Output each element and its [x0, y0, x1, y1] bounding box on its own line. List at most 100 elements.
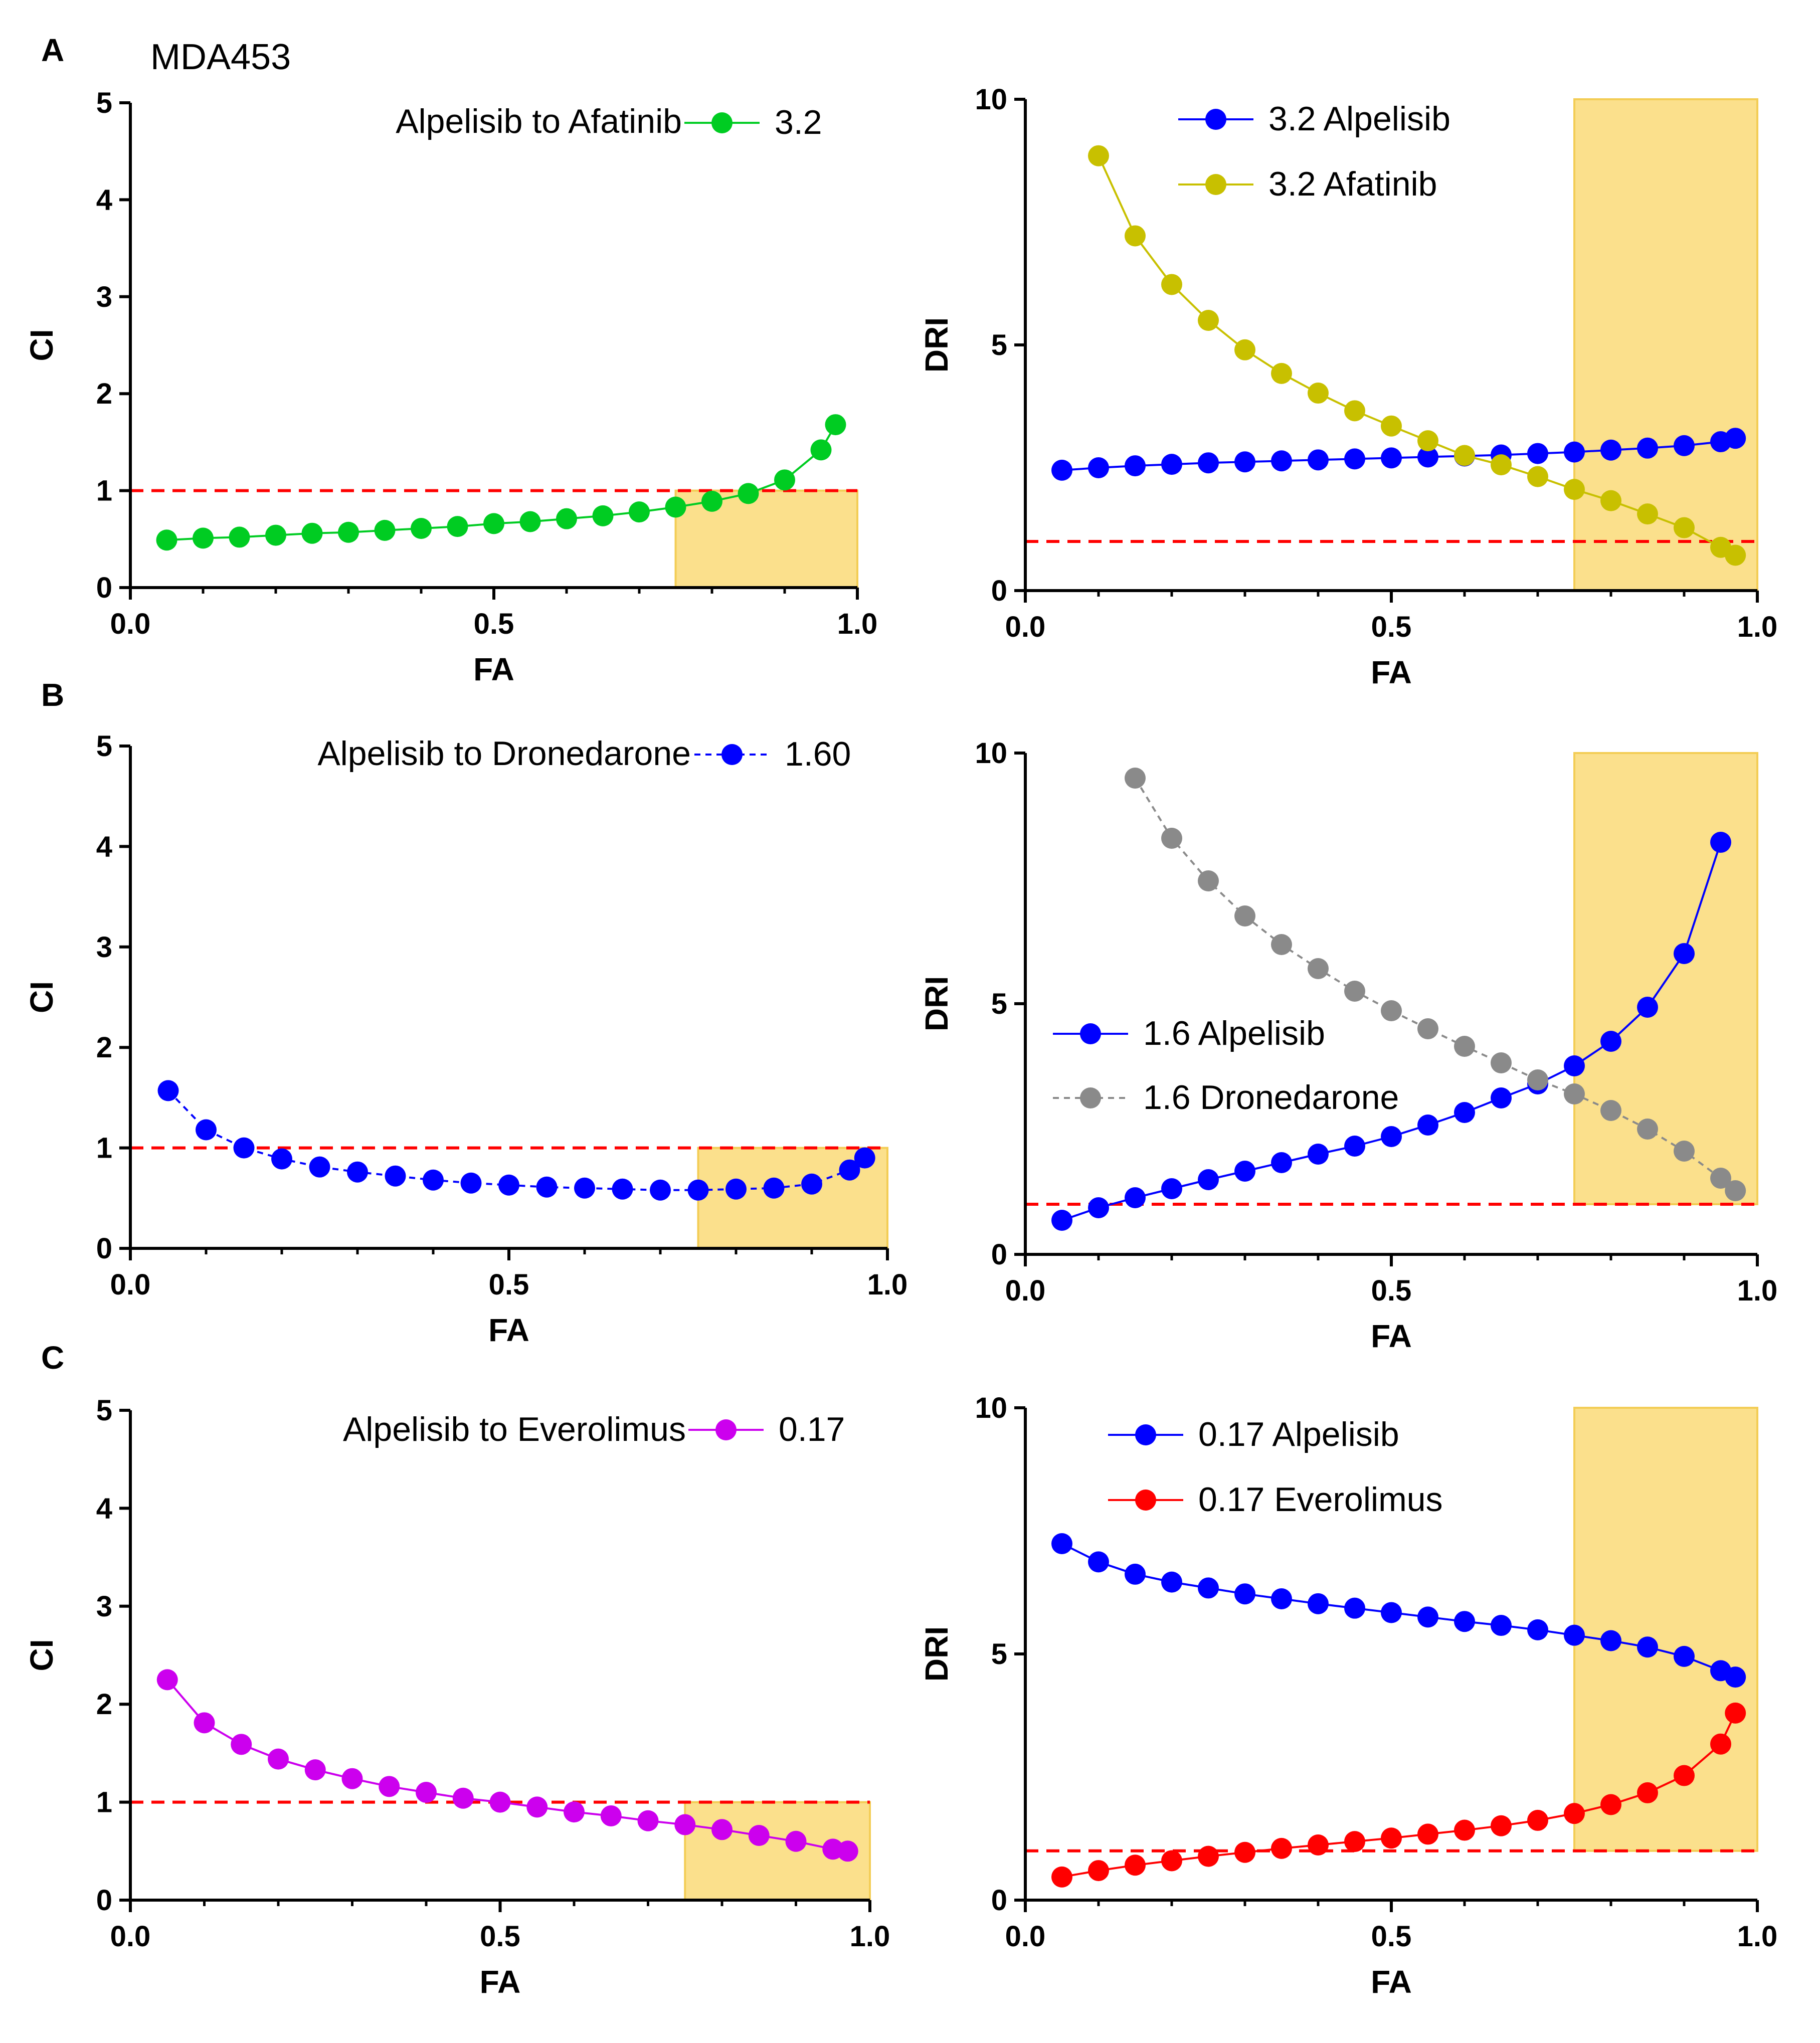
data-point	[1637, 1636, 1658, 1658]
x-axis-label: FA	[1371, 1964, 1412, 2000]
x-tick-label: 1.0	[1737, 611, 1778, 643]
data-point	[1417, 430, 1438, 452]
data-point	[1454, 1102, 1475, 1123]
legend-title: Alpelisib to Everolimus	[343, 1410, 686, 1448]
data-point	[1125, 1854, 1146, 1876]
data-point	[1308, 1834, 1329, 1856]
data-point	[1564, 1624, 1585, 1646]
data-point	[1491, 1615, 1512, 1636]
data-point	[1600, 1794, 1621, 1815]
legend: 1.6 Alpelisib 1.6 Dronedarone	[1053, 1014, 1399, 1117]
y-tick-label: 2	[96, 1031, 112, 1064]
data-point	[1161, 1850, 1182, 1872]
data-point	[1271, 450, 1292, 472]
highlight-region	[1573, 752, 1758, 1205]
data-point	[347, 1161, 368, 1183]
data-point	[1564, 1055, 1585, 1076]
data-point	[1725, 1702, 1746, 1724]
data-point	[1125, 1187, 1146, 1208]
data-point	[1527, 1619, 1548, 1640]
x-tick-label: 0.0	[1005, 611, 1046, 643]
highlight-region	[1573, 98, 1758, 592]
data-point	[1564, 441, 1585, 463]
data-point	[194, 1712, 215, 1734]
data-point	[748, 1825, 770, 1846]
data-point	[460, 1172, 482, 1194]
data-point	[1600, 1031, 1621, 1052]
y-tick-label: 5	[96, 730, 112, 763]
x-tick-label: 0.0	[1005, 1920, 1046, 1953]
y-tick-label: 4	[96, 183, 112, 216]
data-point	[1308, 1144, 1329, 1165]
data-point	[1454, 1819, 1475, 1841]
data-point	[1088, 145, 1109, 166]
data-point	[309, 1156, 330, 1178]
data-point	[574, 1177, 595, 1199]
x-axis-label: FA	[480, 1964, 521, 2000]
data-point	[1527, 1809, 1548, 1831]
data-point	[1051, 1210, 1072, 1231]
data-point	[1674, 1765, 1695, 1786]
x-axis-label: FA	[1371, 654, 1412, 690]
panel-label-c: C	[41, 1340, 64, 1376]
y-tick-label: 5	[991, 1638, 1007, 1670]
data-point	[801, 1173, 822, 1195]
legend-entry-label: 3.2	[775, 103, 822, 141]
data-point	[1491, 1815, 1512, 1836]
chart-c-dri: 0 5 10 0.0 0.5 1.0 FA DRI 0.17 Alpelisib 0.17 Eve…	[919, 1392, 1777, 2000]
data-point	[1417, 1018, 1438, 1039]
data-point	[1051, 1533, 1072, 1555]
x-tick-label: 0.5	[474, 608, 514, 640]
x-axis-label: FA	[488, 1312, 529, 1348]
y-tick-label: 4	[96, 1492, 112, 1525]
legend-swatch-marker	[711, 112, 733, 133]
data-point	[1637, 503, 1658, 525]
data-point	[1381, 1126, 1402, 1147]
legend-swatch-marker	[1135, 1490, 1156, 1511]
data-point	[1308, 449, 1329, 471]
data-point	[1381, 1602, 1402, 1623]
x-axis-label: FA	[1371, 1318, 1412, 1354]
data-point	[1381, 1827, 1402, 1849]
data-point	[1234, 451, 1255, 473]
data-point	[1344, 448, 1365, 470]
data-point	[1088, 1197, 1109, 1218]
data-point	[1381, 447, 1402, 469]
data-point	[725, 1178, 747, 1200]
data-point	[1234, 1161, 1255, 1182]
data-point	[498, 1174, 519, 1196]
data-point	[711, 1819, 733, 1840]
legend-swatch-marker	[1205, 174, 1226, 195]
data-point	[1637, 1782, 1658, 1803]
data-point	[1381, 415, 1402, 437]
data-point	[1454, 445, 1475, 466]
x-tick-label: 0.0	[1005, 1274, 1046, 1307]
chart-a-dri: 0 5 10 0.0 0.5 1.0 FA DRI 3.2 Alpelisib 3.2 Afati…	[919, 83, 1777, 690]
y-tick-label: 10	[975, 1392, 1007, 1424]
panel-label-b: B	[41, 677, 64, 713]
data-point	[854, 1147, 875, 1169]
series-1	[1125, 768, 1746, 1201]
data-point	[1161, 274, 1182, 295]
legend: Alpelisib to Dronedarone 1.60	[317, 734, 851, 773]
series-0	[156, 414, 846, 551]
legend-entry-label: 1.6 Alpelisib	[1143, 1014, 1325, 1052]
data-point	[452, 1787, 474, 1809]
cell-line-title: MDA453	[150, 37, 291, 77]
data-point	[1674, 517, 1695, 538]
data-point	[1344, 1136, 1365, 1157]
x-tick-label: 0.0	[110, 1268, 151, 1301]
data-point	[1271, 1588, 1292, 1610]
data-point	[1051, 1866, 1072, 1888]
y-tick-label: 2	[96, 378, 112, 410]
x-tick-label: 0.5	[489, 1268, 529, 1301]
y-axis-label: CI	[24, 329, 60, 361]
x-tick-label: 0.0	[110, 608, 151, 640]
x-tick-label: 0.5	[1371, 1920, 1412, 1953]
data-point	[1674, 1645, 1695, 1667]
data-point	[423, 1169, 444, 1191]
x-tick-label: 0.0	[110, 1920, 151, 1953]
data-point	[1674, 1141, 1695, 1162]
data-point	[379, 1776, 400, 1797]
data-point	[1234, 339, 1255, 360]
